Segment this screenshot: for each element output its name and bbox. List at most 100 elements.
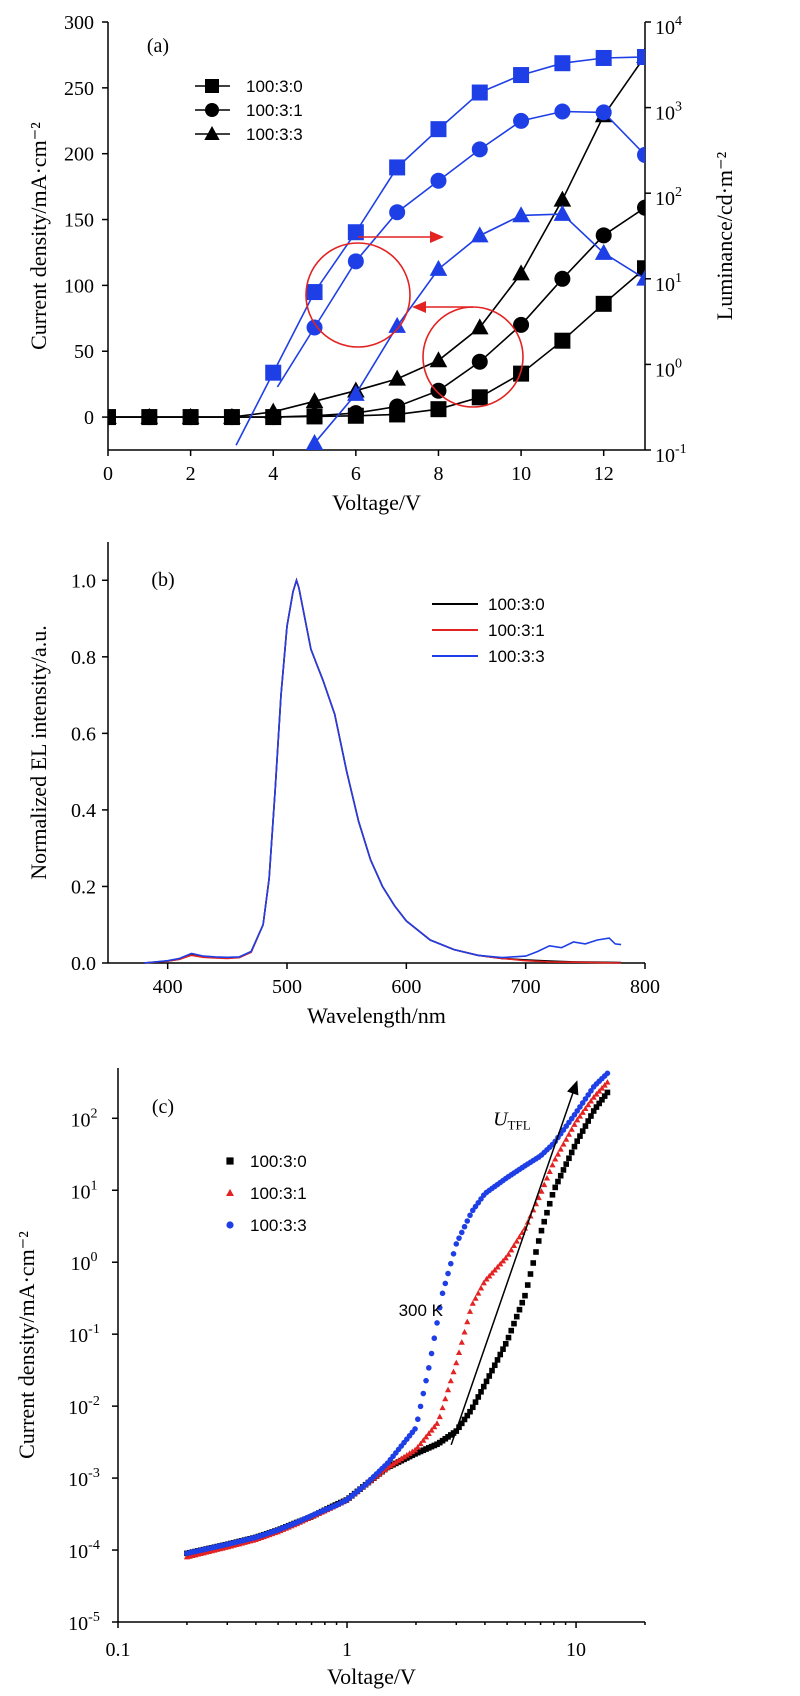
y2-tick-label: 10-1 (655, 442, 687, 467)
data-point-0 (502, 1340, 509, 1347)
data-point-3-2 (347, 224, 364, 241)
data-point-1 (574, 1116, 581, 1123)
data-point-1 (461, 1328, 468, 1335)
data-point-2 (431, 1335, 438, 1342)
data-point-0 (530, 1260, 537, 1266)
data-point-5-6 (553, 204, 572, 221)
data-point-1 (488, 1269, 496, 1276)
y2-tick-label: 104 (655, 14, 682, 39)
data-point-1 (477, 1284, 485, 1291)
legend-marker (205, 79, 219, 93)
data-point-1 (464, 1318, 471, 1325)
data-point-0 (469, 1404, 476, 1411)
y-tick-label: 200 (64, 144, 94, 166)
series-line-2 (108, 55, 645, 418)
data-point-1 (469, 1300, 476, 1306)
data-point-4-1 (347, 253, 364, 270)
series-0 (184, 1089, 611, 1557)
chart-panel-a: 0 2 4 6 8 10 12 0 50 100 150 200 250 300 10-1 100 101 102… (26, 12, 737, 515)
data-point-0 (513, 1313, 520, 1320)
data-point-1 (508, 1246, 515, 1253)
data-point-1 (472, 1295, 479, 1301)
legend-marker (205, 103, 219, 117)
legend-b: 100:3:0 100:3:1 100:3:3 (432, 595, 545, 666)
data-point-0 (577, 1133, 583, 1139)
legend-text: 100:3:0 (250, 1152, 307, 1171)
data-point-0 (491, 1362, 498, 1369)
data-point-2 (574, 1108, 581, 1114)
data-point-1 (541, 1181, 548, 1188)
data-point-0 (585, 1118, 592, 1124)
data-point-1 (543, 1174, 551, 1181)
data-point-1-8 (430, 382, 447, 399)
data-point-1 (585, 1101, 592, 1108)
legend-marker (226, 1157, 234, 1165)
data-point-0 (593, 1104, 600, 1110)
data-point-2 (464, 1218, 471, 1224)
legend-text: 100:3:0 (246, 77, 303, 96)
x-tick-label: 400 (153, 976, 183, 998)
data-point-0 (500, 1346, 506, 1352)
data-point-1 (398, 1455, 405, 1462)
data-point-1-5 (306, 407, 323, 424)
arrow-head-left (412, 301, 426, 313)
data-point-1 (494, 1263, 501, 1270)
data-point-2 (604, 1070, 611, 1077)
data-point-2-11 (553, 190, 572, 207)
annotation-300k: 300 K (399, 1301, 444, 1320)
legend-text: 100:3:1 (246, 101, 303, 120)
data-point-2-8 (429, 351, 448, 368)
data-point-1 (450, 1368, 457, 1375)
data-point-1-10 (513, 316, 530, 333)
data-point-1 (587, 1097, 595, 1104)
y-tick-label: 101 (71, 1178, 98, 1203)
series-line-2 (143, 577, 622, 964)
data-point-0 (489, 1367, 495, 1374)
data-point-0 (505, 1334, 512, 1341)
y-axis-label: Normalized EL intensity/a.u. (26, 625, 51, 880)
data-point-3-3 (389, 159, 406, 176)
data-point-1 (604, 1079, 611, 1085)
data-point-1 (433, 1420, 441, 1426)
data-point-2-0 (108, 407, 117, 424)
data-point-2 (461, 1223, 468, 1230)
data-point-1 (466, 1308, 474, 1314)
data-point-4-6 (554, 103, 571, 120)
y-tick-label: 50 (74, 341, 94, 363)
data-point-1 (593, 1090, 600, 1097)
y-tick-label: 250 (64, 78, 94, 100)
data-point-1-13 (637, 199, 645, 216)
data-point-1 (384, 1464, 391, 1470)
data-point-1 (436, 1413, 443, 1420)
data-point-1 (596, 1088, 603, 1094)
data-point-4-0 (306, 319, 323, 336)
data-point-5-4 (470, 226, 489, 243)
data-point-2 (588, 1088, 594, 1094)
data-point-2 (585, 1092, 592, 1098)
data-point-1 (442, 1395, 449, 1402)
y-tick-label: 0.0 (71, 953, 96, 975)
data-point-0 (590, 1108, 597, 1114)
data-point-1 (582, 1105, 589, 1112)
data-point-3-4 (430, 121, 447, 138)
data-point-2 (582, 1096, 589, 1102)
data-point-1 (453, 1359, 460, 1366)
data-point-1 (549, 1161, 556, 1168)
data-point-0 (524, 1282, 531, 1288)
data-point-4-4 (471, 141, 488, 158)
data-point-2 (417, 1403, 424, 1410)
data-point-0 (582, 1123, 589, 1129)
series-line-4 (276, 110, 645, 388)
data-point-1 (491, 1266, 498, 1273)
data-point-1 (406, 1450, 413, 1456)
data-point-1 (439, 1404, 446, 1411)
y-tick-label: 10-4 (68, 1538, 100, 1563)
y-tick-label: 100 (64, 275, 94, 297)
x-tick-label: 2 (186, 463, 196, 485)
data-point-0 (571, 1143, 578, 1150)
legend-a: 100:3:0 100:3:1 100:3:3 (195, 77, 303, 144)
data-point-0-11 (554, 332, 571, 349)
data-point-0 (467, 1408, 473, 1415)
data-point-1 (455, 1349, 463, 1355)
